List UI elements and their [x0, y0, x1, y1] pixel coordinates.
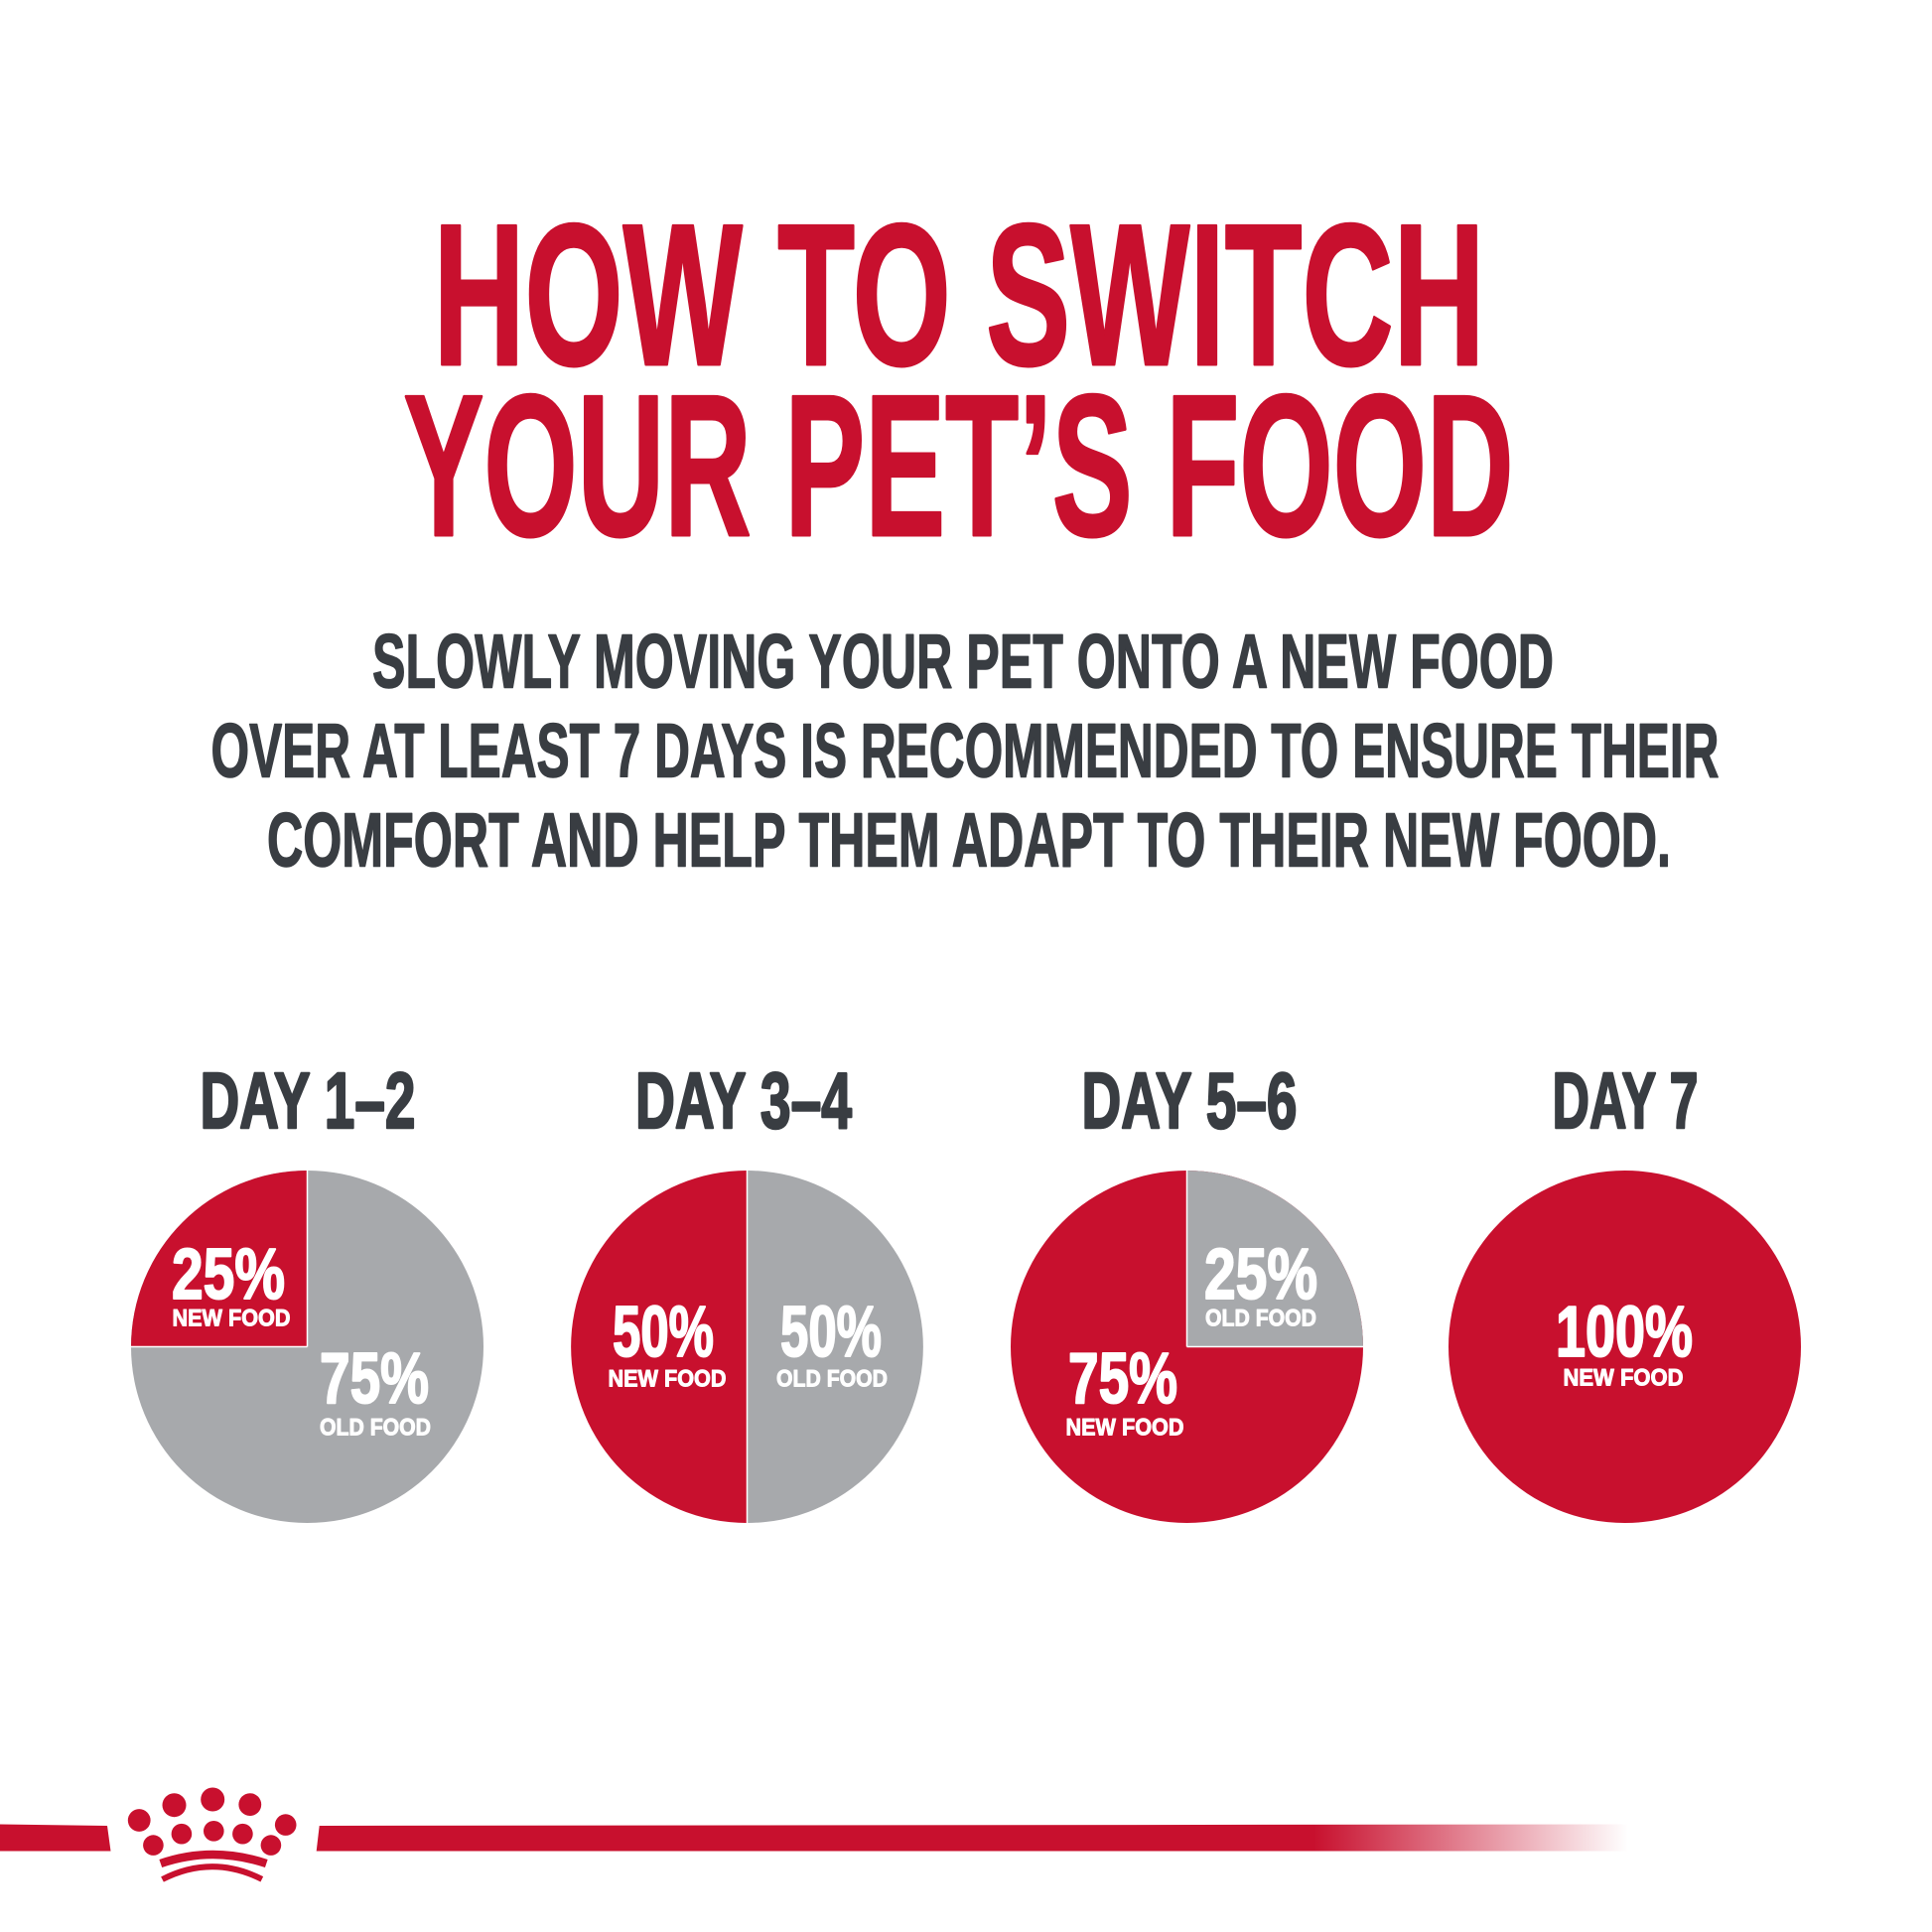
svg-text:DAY 5–6: DAY 5–6 [1082, 1056, 1298, 1145]
svg-text:HOW TO SWITCH: HOW TO SWITCH [434, 183, 1485, 408]
svg-text:NEW FOOD: NEW FOOD [609, 1366, 727, 1393]
svg-text:OLD FOOD: OLD FOOD [1205, 1306, 1316, 1332]
svg-text:DAY 3–4: DAY 3–4 [635, 1056, 852, 1145]
svg-text:75%: 75% [320, 1339, 429, 1419]
svg-text:OLD FOOD: OLD FOOD [776, 1366, 888, 1393]
svg-text:NEW FOOD: NEW FOOD [1564, 1365, 1684, 1392]
svg-text:100%: 100% [1556, 1293, 1693, 1372]
svg-text:OVER AT LEAST 7 DAYS IS RECOMM: OVER AT LEAST 7 DAYS IS RECOMMENDED TO E… [211, 709, 1720, 794]
svg-text:75%: 75% [1068, 1339, 1177, 1419]
svg-text:DAY 1–2: DAY 1–2 [201, 1056, 416, 1145]
svg-text:DAY 7: DAY 7 [1553, 1056, 1699, 1145]
svg-text:50%: 50% [780, 1293, 882, 1372]
svg-text:NEW FOOD: NEW FOOD [173, 1306, 291, 1332]
svg-text:50%: 50% [613, 1293, 714, 1372]
svg-text:YOUR PET’S FOOD: YOUR PET’S FOOD [404, 353, 1514, 579]
svg-text:NEW FOOD: NEW FOOD [1066, 1415, 1184, 1442]
svg-text:COMFORT AND HELP THEM ADAPT TO: COMFORT AND HELP THEM ADAPT TO THEIR NEW… [267, 798, 1671, 884]
svg-text:SLOWLY MOVING YOUR PET ONTO A: SLOWLY MOVING YOUR PET ONTO A NEW FOOD [372, 620, 1554, 705]
svg-text:25%: 25% [1204, 1235, 1317, 1314]
svg-text:25%: 25% [172, 1235, 285, 1314]
svg-text:OLD FOOD: OLD FOOD [320, 1415, 431, 1442]
